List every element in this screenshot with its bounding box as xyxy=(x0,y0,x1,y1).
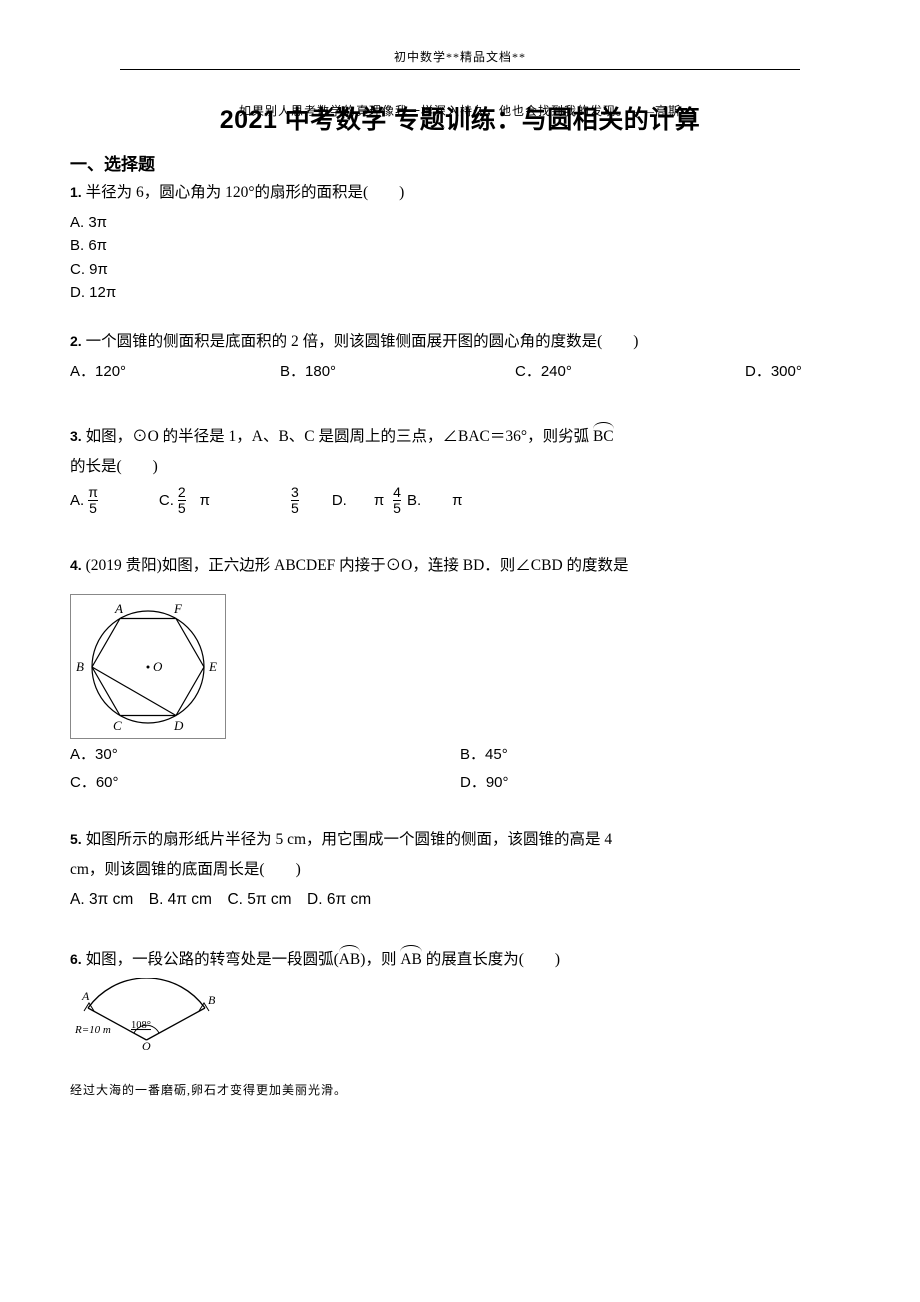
q3-d-tail: π xyxy=(374,492,384,509)
q4-label-a: A xyxy=(114,601,123,616)
q4-label-c: C xyxy=(113,718,122,733)
q3-c-num: 3 xyxy=(291,485,299,500)
q5-text2: cm，则该圆锥的底面周长是( ) xyxy=(70,861,301,878)
q2-opt-d: D．300° xyxy=(745,360,802,381)
footer-quote: 经过大海的一番磨砺,卵石才变得更加美丽光滑。 xyxy=(70,1081,850,1098)
q2-number: 2. xyxy=(70,333,82,349)
q1-opt-d: D. 12π xyxy=(70,281,850,304)
q3-opt-a: A. π5 xyxy=(70,485,99,515)
q3-b-tail: π xyxy=(200,492,210,509)
hexagon-svg: A F B E C D O xyxy=(71,595,225,733)
q3-opt-e: 45 B. π xyxy=(392,485,462,515)
q1-opt-c: C. 9π xyxy=(70,258,850,281)
q3-e-num: 4 xyxy=(393,485,401,500)
q2-opt-a: A．120° xyxy=(70,360,280,381)
q6-arc-ab1: AB xyxy=(339,948,361,972)
q6-number: 6. xyxy=(70,951,82,967)
q3-opt-c: 35 xyxy=(290,485,300,515)
q4-opt-d: D．90° xyxy=(460,769,850,798)
q3-opt-d-label: D. xyxy=(332,492,347,509)
q4-figure: A F B E C D O xyxy=(70,594,226,739)
header-text: 初中数学**精品文档** xyxy=(70,48,850,65)
q4-opt-c: C．60° xyxy=(70,769,460,798)
q4-number: 4. xyxy=(70,557,82,573)
q6-text-pre: 如图，一段公路的转弯处是一段圆弧( xyxy=(86,951,339,968)
q4-label-o: O xyxy=(153,659,163,674)
q4-text: (2019 贵阳)如图，正六边形 ABCDEF 内接于⊙O，连接 BD．则∠CB… xyxy=(86,557,629,574)
arc-svg: A B O R=10 m 108° xyxy=(70,978,250,1050)
q4-label-d: D xyxy=(173,718,184,733)
q2-opt-b: B．180° xyxy=(280,360,515,381)
q3-text-post: 的长是( ) xyxy=(70,458,158,475)
q6-text-mid: )，则 xyxy=(360,951,400,968)
q3-opt-d: D. π xyxy=(332,492,384,509)
q3-number: 3. xyxy=(70,428,82,444)
q6-label-b: B xyxy=(208,993,216,1007)
q6-label-a: A xyxy=(81,989,90,1003)
q6-text-post: 的展直长度为( ) xyxy=(422,951,560,968)
q4-label-b: B xyxy=(76,659,84,674)
section-heading: 一、选择题 xyxy=(70,150,850,175)
q3-e-den: 5 xyxy=(393,500,401,516)
q3-opt-b-label: C. xyxy=(159,492,174,509)
q6-label-o: O xyxy=(142,1039,151,1050)
header-rule xyxy=(120,69,800,70)
q1-number: 1. xyxy=(70,184,82,200)
q3-opt-b: C. 25 π xyxy=(159,485,210,515)
q4-opt-a: A．30° xyxy=(70,741,460,770)
q4-label-f: F xyxy=(173,601,183,616)
question-2: 2. 一个圆锥的侧面积是底面积的 2 倍，则该圆锥侧面展开图的圆心角的度数是( … xyxy=(70,330,850,381)
q3-a-den: 5 xyxy=(88,500,98,516)
q3-b-num: 2 xyxy=(178,485,186,500)
q3-text-pre: 如图，⊙O 的半径是 1，A、B、C 是圆周上的三点，∠BAC＝36°，则劣弧 xyxy=(86,428,593,445)
q6-label-r: R=10 m xyxy=(74,1024,111,1036)
q1-opt-a: A. 3π xyxy=(70,211,850,234)
q2-opt-c: C．240° xyxy=(515,360,745,381)
q3-c-den: 5 xyxy=(291,500,299,516)
q4-opt-b: B．45° xyxy=(460,741,850,770)
top-quote: 如果别人思考数学的真理像我一样深入持久，他也会找到我的发现。——高斯 xyxy=(0,102,920,119)
q4-label-e: E xyxy=(208,659,217,674)
q6-arc-ab2: AB xyxy=(400,948,422,972)
question-3: 3. 如图，⊙O 的半径是 1，A、B、C 是圆周上的三点，∠BAC＝36°，则… xyxy=(70,425,850,515)
q3-a-num: π xyxy=(88,485,98,500)
q6-figure: A B O R=10 m 108° xyxy=(70,978,850,1055)
q3-arc-bc: BC xyxy=(593,425,614,449)
q5-number: 5. xyxy=(70,831,82,847)
question-5: 5. 如图所示的扇形纸片半径为 5 cm，用它围成一个圆锥的侧面，该圆锥的高是 … xyxy=(70,828,850,912)
q3-opt-a-label: A. xyxy=(70,492,84,509)
q2-text: 一个圆锥的侧面积是底面积的 2 倍，则该圆锥侧面展开图的圆心角的度数是( ) xyxy=(86,333,639,350)
q3-opt-e-label: B. xyxy=(407,492,421,509)
q5-text1: 如图所示的扇形纸片半径为 5 cm，用它围成一个圆锥的侧面，该圆锥的高是 4 xyxy=(86,831,613,848)
q3-e-tail: π xyxy=(452,492,462,509)
question-4: 4. (2019 贵阳)如图，正六边形 ABCDEF 内接于⊙O，连接 BD．则… xyxy=(70,551,850,797)
q6-label-angle: 108° xyxy=(131,1020,151,1031)
question-1: 1. 半径为 6，圆心角为 120°的扇形的面积是( ) A. 3π B. 6π… xyxy=(70,181,850,304)
q5-options: A. 3π cm B. 4π cm C. 5π cm D. 6π cm xyxy=(70,888,850,912)
q1-opt-b: B. 6π xyxy=(70,234,850,257)
question-6: 6. 如图，一段公路的转弯处是一段圆弧(AB)，则 AB 的展直长度为( ) A… xyxy=(70,948,850,1055)
q1-text: 半径为 6，圆心角为 120°的扇形的面积是( ) xyxy=(86,184,405,201)
q3-b-den: 5 xyxy=(178,500,186,516)
